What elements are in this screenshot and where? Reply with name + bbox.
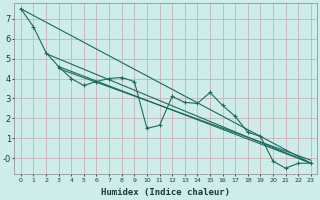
X-axis label: Humidex (Indice chaleur): Humidex (Indice chaleur) xyxy=(101,188,230,197)
